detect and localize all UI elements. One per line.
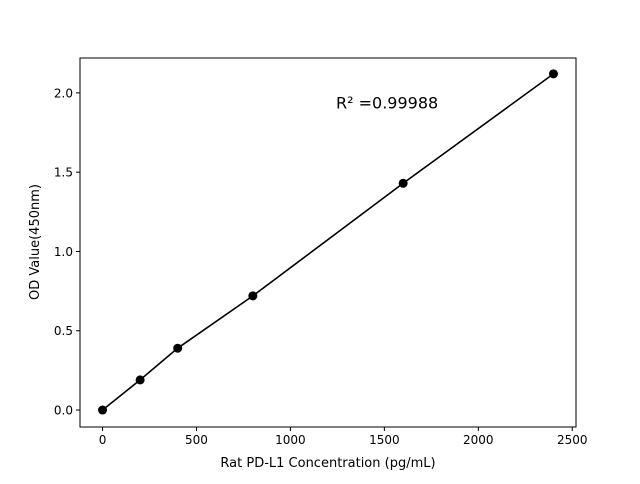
r-squared-annotation: R² =0.99988 [336, 94, 438, 113]
data-point [398, 178, 408, 188]
data-point [548, 69, 558, 79]
data-point [135, 375, 145, 385]
y-tick-label: 0.0 [54, 404, 73, 418]
y-tick-label: 0.5 [54, 324, 73, 338]
x-tick-label: 1000 [275, 433, 306, 447]
data-point [173, 343, 183, 353]
y-axis-label: OD Value(450nm) [28, 184, 43, 300]
x-tick-label: 1500 [369, 433, 400, 447]
x-tick-label: 2000 [463, 433, 494, 447]
x-tick-label: 500 [185, 433, 208, 447]
data-point [98, 405, 108, 415]
y-tick-label: 2.0 [54, 86, 73, 100]
x-axis-label: Rat PD-L1 Concentration (pg/mL) [220, 456, 435, 471]
fit-line [102, 73, 554, 411]
data-point [248, 291, 258, 301]
plot-area [79, 57, 577, 428]
x-tick-label: 2500 [557, 433, 588, 447]
y-tick-label: 1.0 [54, 245, 73, 259]
y-tick-label: 1.5 [54, 166, 73, 180]
x-tick-label: 0 [99, 433, 107, 447]
